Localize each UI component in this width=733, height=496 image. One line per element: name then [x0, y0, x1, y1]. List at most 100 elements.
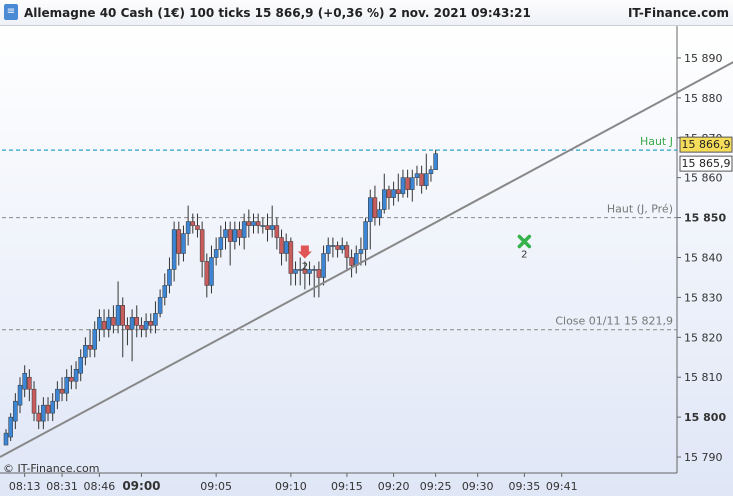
candle-body — [400, 177, 406, 194]
y-tick-label: 15 860 — [684, 172, 723, 185]
candle-body — [246, 221, 252, 226]
candle — [344, 241, 350, 270]
candle-body — [55, 388, 60, 402]
candle-body — [185, 221, 191, 234]
candle — [87, 329, 93, 358]
candle — [115, 281, 121, 334]
candle-body — [410, 177, 415, 190]
price-box-bg — [679, 155, 733, 172]
candle-body — [87, 345, 93, 350]
x-tick-label: 08:31 — [46, 480, 78, 493]
candle-body — [307, 269, 312, 274]
candle — [279, 229, 284, 266]
candle — [283, 233, 289, 262]
candle — [269, 205, 275, 238]
candle — [45, 397, 51, 422]
candle — [69, 365, 74, 390]
candle-body — [17, 384, 23, 406]
candle-body — [344, 245, 350, 258]
candle-body — [232, 229, 238, 242]
candle-body — [274, 225, 280, 238]
candle — [213, 237, 219, 266]
candle-body — [22, 372, 27, 390]
candle-body — [27, 376, 32, 390]
candle-body — [181, 233, 186, 254]
candle — [386, 185, 392, 210]
candle-body — [199, 229, 205, 262]
candle-body — [134, 317, 140, 326]
candle-body — [148, 321, 154, 326]
candle-body — [13, 400, 18, 422]
price-chart[interactable]: 15 790 15 800 15 810 15 820 15 830 15 840 15 8… — [0, 26, 733, 496]
candle — [414, 165, 420, 186]
candle — [181, 225, 186, 262]
candle — [41, 397, 46, 430]
menu-icon[interactable]: ≡ — [4, 4, 18, 20]
candle-body — [101, 321, 107, 330]
candle — [3, 429, 9, 446]
candle — [101, 309, 107, 338]
candle-body — [288, 241, 294, 274]
candle — [293, 261, 298, 286]
candle-body — [405, 177, 410, 190]
candle — [424, 153, 429, 190]
candle — [199, 221, 205, 278]
candle-body — [358, 249, 364, 254]
y-tick-label: 15 830 — [684, 291, 723, 304]
candle — [139, 317, 144, 338]
candle-body — [195, 225, 200, 230]
candle — [17, 377, 23, 414]
y-tick-label: 15 820 — [684, 331, 723, 344]
candle-body — [171, 229, 177, 270]
candle-body — [424, 173, 429, 186]
y-tick-label: 15 810 — [684, 371, 723, 384]
candle — [143, 313, 149, 338]
candle — [185, 205, 191, 246]
candle-body — [311, 269, 317, 271]
candle — [134, 305, 140, 338]
y-tick-label: 15 840 — [684, 251, 723, 264]
x-tick-label: 09:10 — [275, 480, 307, 493]
candle-body — [143, 321, 149, 330]
candle — [8, 413, 13, 442]
candle-body — [223, 229, 228, 238]
candle — [307, 261, 312, 286]
candle — [190, 213, 196, 234]
candle-body — [64, 376, 69, 394]
marker-label: 2 — [521, 250, 527, 261]
brand-label[interactable]: IT-Finance.com — [627, 6, 729, 20]
candle — [288, 237, 294, 286]
candle — [363, 217, 368, 266]
level-label: Haut (J, Pré) — [607, 203, 673, 216]
candle-body — [372, 197, 378, 218]
candle-body — [8, 416, 13, 438]
candle-body — [162, 285, 168, 298]
candle-body — [59, 388, 65, 394]
candle — [274, 217, 280, 250]
candle — [176, 221, 182, 266]
candle-body — [73, 368, 79, 382]
candle-body — [213, 249, 219, 258]
candle — [167, 257, 172, 294]
candle — [171, 221, 177, 282]
candle — [325, 237, 331, 262]
candle — [218, 225, 224, 258]
candle-body — [237, 229, 242, 238]
candle-body — [321, 253, 326, 278]
candle-body — [167, 269, 172, 286]
candle — [55, 381, 60, 410]
candle-body — [396, 189, 401, 194]
x-tick-label: 09:00 — [122, 479, 160, 493]
current-price-box: 15 866,9 — [679, 136, 733, 153]
x-tick-label: 08:46 — [84, 480, 116, 493]
y-tick-label: 15 790 — [684, 451, 723, 464]
candle — [157, 289, 163, 318]
candle — [36, 405, 41, 430]
candle — [246, 209, 252, 238]
candle-body — [377, 209, 382, 218]
candle — [335, 241, 340, 258]
candle — [129, 309, 135, 362]
candle-body — [339, 245, 345, 250]
candle — [396, 173, 401, 202]
candle — [339, 237, 345, 254]
